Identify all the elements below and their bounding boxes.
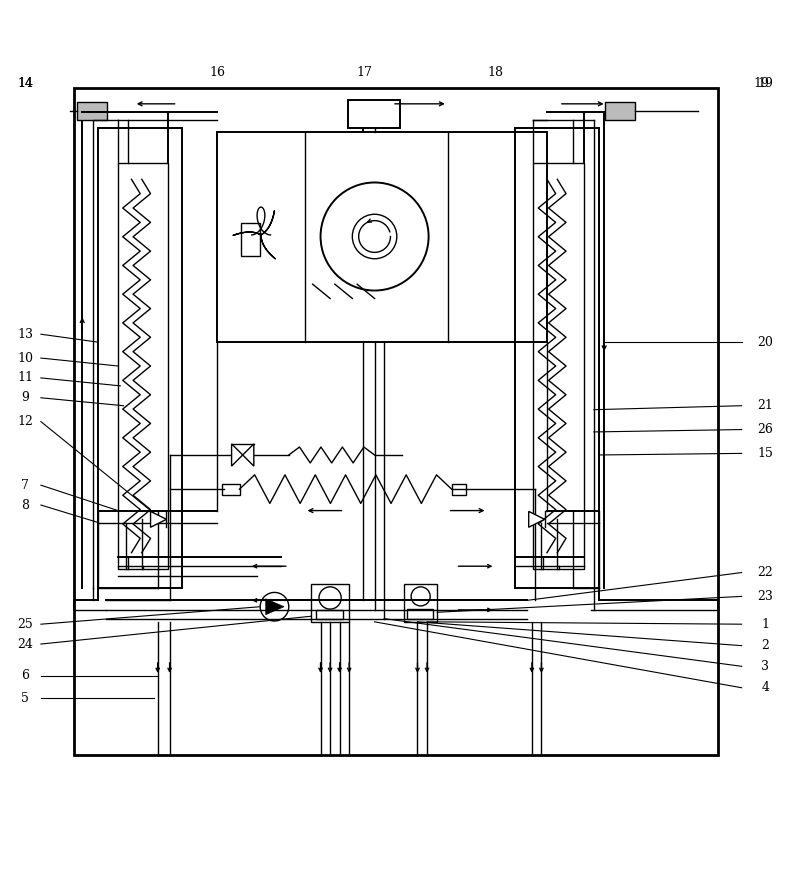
Bar: [515, 128, 598, 589]
Bar: [316, 610, 343, 620]
Bar: [534, 164, 583, 569]
Text: 14: 14: [17, 78, 33, 90]
Text: 24: 24: [17, 638, 33, 650]
Bar: [222, 484, 239, 494]
Text: 3: 3: [762, 660, 770, 673]
Text: 14: 14: [17, 78, 33, 90]
Bar: [407, 609, 433, 619]
Text: 4: 4: [762, 682, 770, 694]
Bar: [241, 223, 260, 256]
Text: 17: 17: [356, 66, 372, 79]
Text: 18: 18: [487, 66, 503, 79]
Bar: [605, 102, 635, 120]
Bar: [218, 131, 547, 342]
Bar: [98, 128, 182, 589]
Text: 5: 5: [21, 691, 29, 704]
Bar: [348, 100, 400, 128]
Text: 9: 9: [21, 391, 29, 404]
Text: 7: 7: [21, 479, 29, 492]
Polygon shape: [150, 511, 166, 528]
Text: 11: 11: [17, 371, 33, 384]
Text: 23: 23: [758, 590, 774, 603]
Bar: [118, 164, 168, 569]
Text: 21: 21: [758, 399, 774, 412]
Text: 2: 2: [762, 639, 770, 652]
Text: 19: 19: [754, 78, 770, 90]
Polygon shape: [242, 444, 254, 466]
Bar: [404, 584, 438, 622]
Text: 26: 26: [758, 423, 774, 436]
Text: 10: 10: [17, 352, 33, 365]
Bar: [311, 584, 349, 622]
Text: 20: 20: [758, 336, 774, 348]
Bar: [452, 484, 466, 494]
Polygon shape: [231, 444, 242, 466]
Text: 22: 22: [758, 566, 774, 579]
Text: 25: 25: [17, 618, 33, 631]
Text: 16: 16: [210, 66, 226, 79]
Text: 19: 19: [758, 78, 774, 90]
Text: 15: 15: [758, 447, 774, 460]
Bar: [77, 102, 107, 120]
Polygon shape: [266, 598, 284, 614]
Text: 8: 8: [21, 499, 29, 512]
Polygon shape: [529, 511, 545, 528]
Text: 1: 1: [762, 618, 770, 631]
Text: 6: 6: [21, 669, 29, 682]
Text: 12: 12: [17, 415, 33, 428]
Text: 13: 13: [17, 328, 33, 340]
Bar: [74, 88, 718, 755]
